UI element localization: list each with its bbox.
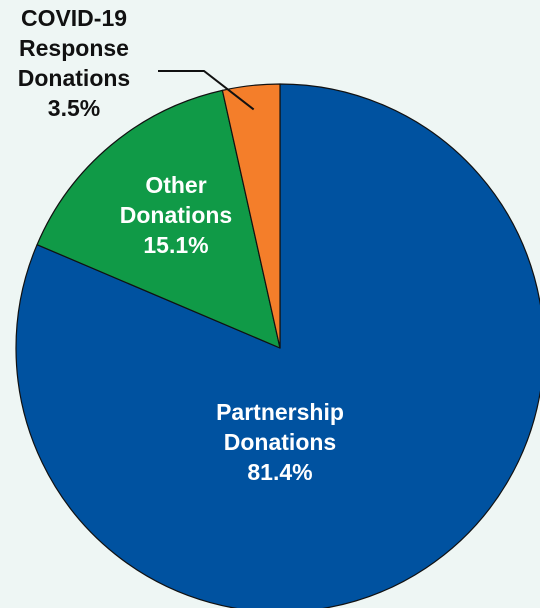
leader-line-covid-19-response-donations xyxy=(158,70,255,111)
leader-layer xyxy=(158,70,255,111)
slice-label-partnership-donations-value: 81.4% xyxy=(247,459,312,485)
slices-layer xyxy=(15,83,540,608)
pie-slice-other-donations xyxy=(36,89,281,349)
slice-label-partnership-donations-line-2: Donations xyxy=(224,429,336,455)
slice-label-other-donations-value: 15.1% xyxy=(143,232,208,258)
slice-label-covid-19-response-donations-value: 3.5% xyxy=(48,95,100,121)
slice-label-covid-19-response-donations-line-2: Response xyxy=(19,35,129,61)
labels-layer: Partnership Donations 81.4% Other Donations 1… xyxy=(18,5,344,485)
slice-label-covid-19-response-donations-line-1: COVID-19 xyxy=(21,5,127,31)
pie-slice-partnership-donations xyxy=(15,83,540,608)
pie-slice-covid-19-response-donations xyxy=(221,83,281,349)
slice-label-other-donations-line-2: Donations xyxy=(120,202,232,228)
slice-label-covid-19-response-donations-line-3: Donations xyxy=(18,65,130,91)
slice-label-other-donations-line-1: Other xyxy=(145,172,206,198)
slice-label-partnership-donations-line-1: Partnership xyxy=(216,399,344,425)
